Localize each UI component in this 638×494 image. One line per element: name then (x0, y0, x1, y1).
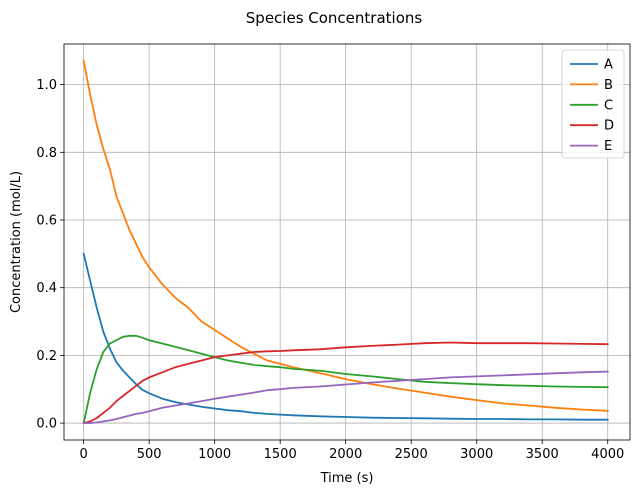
legend-label-b: B (604, 78, 613, 93)
y-axis-ticks: 0.0 0.2 0.4 0.6 0.8 1.0 (36, 78, 64, 432)
legend-label-d: D (604, 119, 614, 134)
x-axis-label: Time (s) (320, 471, 374, 486)
y-tick-label: 0.2 (36, 349, 57, 364)
legend-label-c: C (604, 98, 613, 113)
plot-frame (63, 43, 631, 441)
y-tick-label: 0.0 (36, 417, 57, 432)
x-tick-label: 3000 (460, 447, 493, 462)
legend-label-a: A (604, 58, 613, 73)
y-tick-label: 0.8 (36, 146, 57, 161)
x-tick-label: 4000 (591, 447, 624, 462)
y-tick-label: 1.0 (36, 78, 57, 93)
x-tick-label: 1000 (198, 447, 231, 462)
x-tick-label: 2500 (395, 447, 428, 462)
y-tick-label: 0.4 (36, 281, 57, 296)
y-tick-label: 0.6 (36, 214, 57, 229)
series-line-a (82, 252, 609, 421)
series-line-c (82, 334, 609, 425)
gridlines (64, 44, 630, 440)
series-lines (82, 59, 609, 425)
chart-title: Species Concentrations (246, 9, 423, 27)
y-axis-label: Concentration (mol/L) (9, 171, 24, 313)
x-tick-label: 0 (80, 447, 88, 462)
series-line-b (82, 59, 609, 412)
legend-label-e: E (604, 139, 612, 154)
x-axis-ticks: 0 500 1000 1500 2000 2500 3000 3500 4000 (80, 440, 624, 462)
x-tick-label: 2000 (329, 447, 362, 462)
series-line-d (82, 341, 609, 425)
x-tick-label: 3500 (526, 447, 559, 462)
x-tick-label: 500 (137, 447, 162, 462)
series-line-e (82, 370, 609, 425)
x-tick-label: 1500 (264, 447, 297, 462)
